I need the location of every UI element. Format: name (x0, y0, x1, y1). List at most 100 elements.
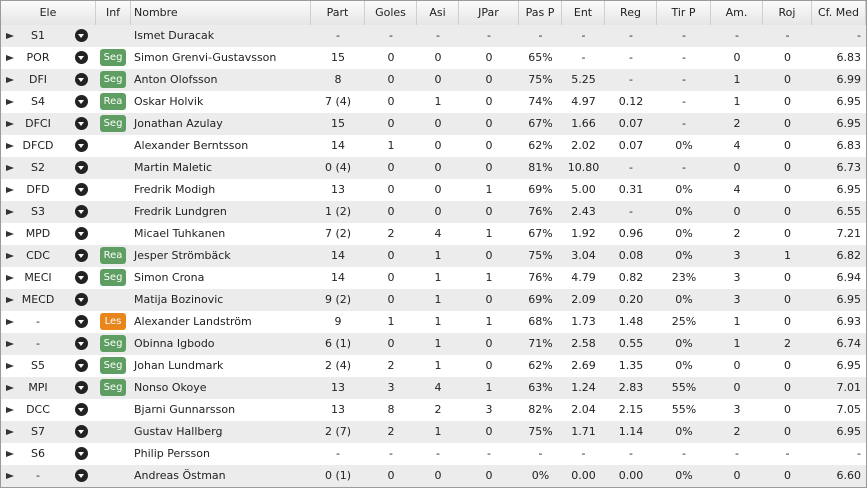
table-row[interactable]: S1 Ismet Duracak - - - - - - - - - - - (1, 25, 866, 47)
status-badge[interactable]: Seg (100, 357, 126, 374)
column-header-nombre[interactable]: Nombre (131, 1, 311, 25)
row-menu-dropdown-icon[interactable] (75, 315, 88, 328)
status-badge[interactable]: Les (100, 313, 126, 330)
column-header-part[interactable]: Part (311, 1, 365, 25)
row-menu-dropdown-icon[interactable] (75, 205, 88, 218)
cell-name[interactable]: Martin Maletic (134, 161, 213, 174)
row-menu-dropdown-icon[interactable] (75, 249, 88, 262)
column-header-asi[interactable]: Asi (417, 1, 459, 25)
row-menu-dropdown-icon[interactable] (75, 293, 88, 306)
cell-name[interactable]: Anton Olofsson (134, 73, 218, 86)
row-menu-dropdown-icon[interactable] (75, 447, 88, 460)
table-row[interactable]: DFD Fredrik Modigh 13 0 0 1 69% 5.00 0.31 0% 4 0 6.9… (1, 179, 866, 201)
cell-name[interactable]: Philip Persson (134, 447, 210, 460)
row-menu-dropdown-icon[interactable] (75, 161, 88, 174)
cell-name[interactable]: Matija Bozinovic (134, 293, 224, 306)
cell-jpar: 1 (485, 183, 493, 196)
cell-name[interactable]: Fredrik Modigh (134, 183, 216, 196)
cell-name[interactable]: Simon Grenvi-Gustavsson (134, 51, 277, 64)
cell-name[interactable]: Alexander Berntsson (134, 139, 249, 152)
table-row[interactable]: - Andreas Östman 0 (1) 0 0 0 0% 0.00 0.00 0% 0 0 6.6… (1, 465, 866, 487)
table-row[interactable]: POR Seg Simon Grenvi-Gustavsson 15 0 0 0 65% - - -… (1, 47, 866, 69)
row-menu-dropdown-icon[interactable] (75, 73, 88, 86)
cell-tirp: - (682, 447, 686, 460)
cell-tirp: 0% (675, 293, 693, 306)
table-row[interactable]: S3 Fredrik Lundgren 1 (2) 0 0 0 76% 2.43 - 0% 0 0 6.… (1, 201, 866, 223)
table-row[interactable]: S6 Philip Persson - - - - - - - - - - - (1, 443, 866, 465)
table-row[interactable]: - Les Alexander Landström 9 1 1 1 68% 1.73 1.48 25… (1, 311, 866, 333)
table-row[interactable]: DFCD Alexander Berntsson 14 1 0 0 62% 2.02 0.07 0… (1, 135, 866, 157)
row-menu-dropdown-icon[interactable] (75, 271, 88, 284)
row-menu-dropdown-icon[interactable] (75, 95, 88, 108)
status-badge[interactable]: Seg (100, 335, 126, 352)
cell-asi: 4 (434, 381, 442, 394)
row-menu-dropdown-icon[interactable] (75, 183, 88, 196)
cell-name[interactable]: Bjarni Gunnarsson (134, 403, 236, 416)
table-row[interactable]: - Seg Obinna Igbodo 6 (1) 0 1 0 71% 2.58 0.55 0% 1 2… (1, 333, 866, 355)
cell-pos: S6 (31, 447, 45, 460)
column-header-jpar[interactable]: JPar (459, 1, 519, 25)
cell-ent: 2.09 (571, 293, 596, 306)
row-menu-dropdown-icon[interactable] (75, 337, 88, 350)
table-row[interactable]: DCC Bjarni Gunnarsson 13 8 2 3 82% 2.04 2.15 55% 3… (1, 399, 866, 421)
cell-name[interactable]: Gustav Hallberg (134, 425, 223, 438)
cell-name[interactable]: Jesper Strömbäck (134, 249, 231, 262)
row-menu-dropdown-icon[interactable] (75, 425, 88, 438)
table-row[interactable]: S5 Seg Johan Lundmark 2 (4) 2 1 0 62% 2.69 1.35 0%… (1, 355, 866, 377)
table-row[interactable]: S4 Rea Oskar Holvik 7 (4) 0 1 0 74% 4.97 0.12 - 1 0 6… (1, 91, 866, 113)
table-row[interactable]: DFI Seg Anton Olofsson 8 0 0 0 75% 5.25 - - 1 0 6.99 (1, 69, 866, 91)
table-row[interactable]: CDC Rea Jesper Strömbäck 14 0 1 0 75% 3.04 0.08 0%… (1, 245, 866, 267)
column-header-roj[interactable]: Roj (763, 1, 812, 25)
table-row[interactable]: S2 Martin Maletic 0 (4) 0 0 0 81% 10.80 - - 0 0 6.73 (1, 157, 866, 179)
cell-name[interactable]: Johan Lundmark (134, 359, 224, 372)
row-menu-dropdown-icon[interactable] (75, 403, 88, 416)
status-badge[interactable]: Seg (100, 379, 126, 396)
cell-name[interactable]: Micael Tuhkanen (134, 227, 226, 240)
cell-name[interactable]: Obinna Igbodo (134, 337, 215, 350)
table-header: Ele Inf Nombre Part Goles Asi JPar Pas P Ent Reg T… (1, 1, 866, 26)
cell-cf: 6.73 (836, 161, 862, 174)
status-badge[interactable]: Seg (100, 269, 126, 286)
row-menu-dropdown-icon[interactable] (75, 29, 88, 42)
cell-name[interactable]: Ismet Duracak (134, 29, 215, 42)
status-badge[interactable]: Rea (100, 93, 126, 110)
cell-ent: - (581, 29, 586, 42)
column-header-ele[interactable]: Ele (1, 1, 96, 25)
column-header-goles[interactable]: Goles (365, 1, 417, 25)
row-menu-dropdown-icon[interactable] (75, 117, 88, 130)
cell-name[interactable]: Fredrik Lundgren (134, 205, 227, 218)
cell-name[interactable]: Jonathan Azulay (134, 117, 223, 130)
row-menu-dropdown-icon[interactable] (75, 227, 88, 240)
status-badge[interactable]: Rea (100, 247, 126, 264)
cell-name[interactable]: Simon Crona (134, 271, 205, 284)
row-menu-dropdown-icon[interactable] (75, 51, 88, 64)
row-menu-dropdown-icon[interactable] (75, 139, 88, 152)
row-pointer-icon (6, 341, 14, 347)
column-header-ent[interactable]: Ent (562, 1, 605, 25)
row-menu-dropdown-icon[interactable] (75, 469, 88, 482)
status-badge[interactable]: Seg (100, 71, 126, 88)
cell-name[interactable]: Andreas Östman (134, 469, 226, 482)
cell-name[interactable]: Nonso Okoye (134, 381, 207, 394)
column-header-pas-p[interactable]: Pas P (519, 1, 562, 25)
cell-name[interactable]: Alexander Landström (134, 315, 252, 328)
cell-name[interactable]: Oskar Holvik (134, 95, 204, 108)
cell-roj: 0 (784, 293, 791, 306)
table-row[interactable]: MECI Seg Simon Crona 14 0 1 1 76% 4.79 0.82 23% 3 0 6… (1, 267, 866, 289)
table-row[interactable]: DFCI Seg Jonathan Azulay 15 0 0 0 67% 1.66 0.07 - 2… (1, 113, 866, 135)
column-header-cf-med[interactable]: Cf. Med (812, 1, 866, 25)
column-header-inf[interactable]: Inf (96, 1, 131, 25)
table-row[interactable]: MPI Seg Nonso Okoye 13 3 4 1 63% 1.24 2.83 55% 0 0 7.… (1, 377, 866, 399)
column-header-reg[interactable]: Reg (605, 1, 657, 25)
table-row[interactable]: MPD Micael Tuhkanen 7 (2) 2 4 1 67% 1.92 0.96 0% 2… (1, 223, 866, 245)
cell-jpar: 0 (485, 139, 493, 152)
row-menu-dropdown-icon[interactable] (75, 381, 88, 394)
table-row[interactable]: MECD Matija Bozinovic 9 (2) 0 1 0 69% 2.09 0.20 0… (1, 289, 866, 311)
column-header-tir-p[interactable]: Tir P (657, 1, 711, 25)
status-badge[interactable]: Seg (100, 49, 126, 66)
status-badge[interactable]: Seg (100, 115, 126, 132)
row-menu-dropdown-icon[interactable] (75, 359, 88, 372)
table-row[interactable]: S7 Gustav Hallberg 2 (7) 2 1 0 75% 1.71 1.14 0% 2 0… (1, 421, 866, 443)
column-header-am[interactable]: Am. (711, 1, 763, 25)
row-pointer-icon (6, 143, 14, 149)
